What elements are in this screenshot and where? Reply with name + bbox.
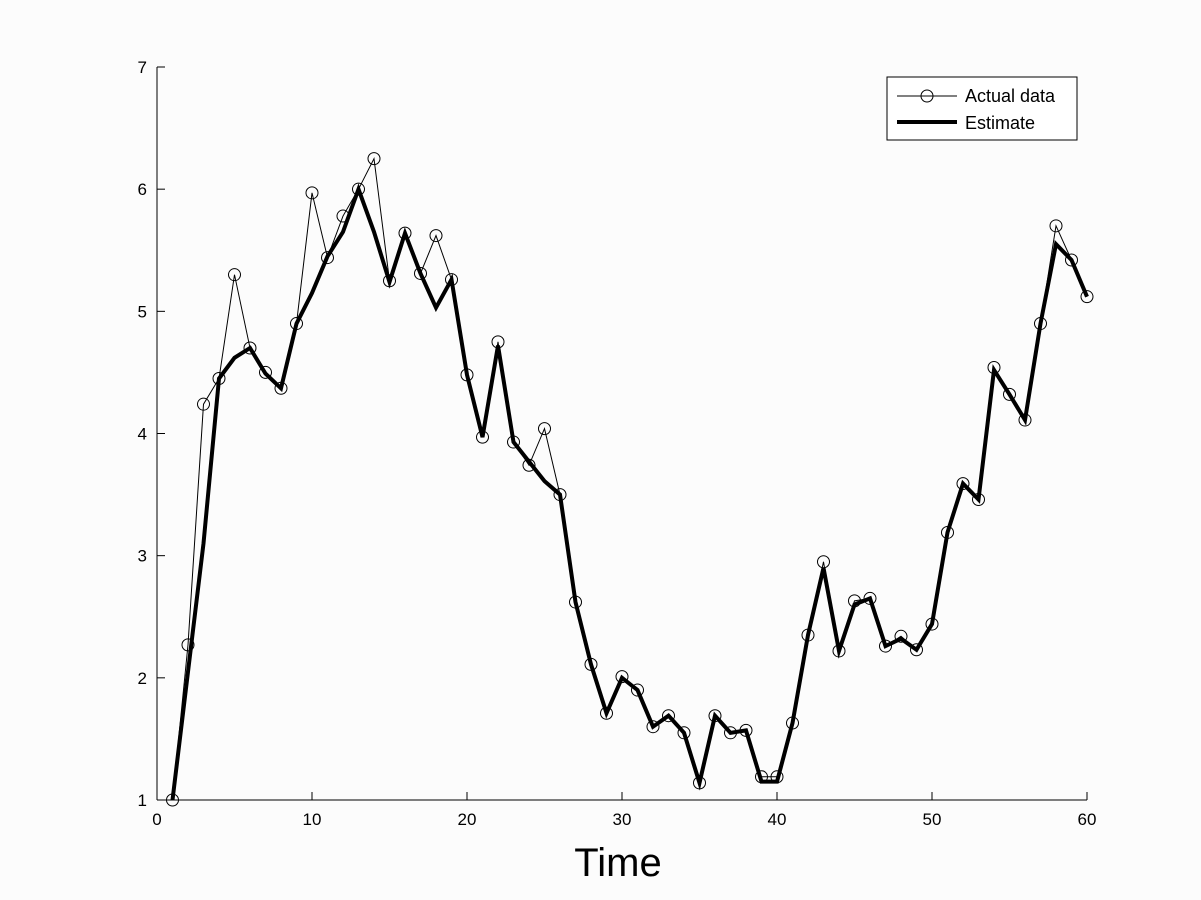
actual-data-point xyxy=(631,683,644,697)
x-ticks: 0 10 20 30 40 50 60 xyxy=(152,792,1096,829)
x-axis-label: Time xyxy=(574,841,661,885)
x-tick-label: 60 xyxy=(1078,810,1097,829)
y-tick-label: 1 xyxy=(138,791,147,810)
plot-area: 0 10 20 30 40 50 60 1 2 3 4 5 6 7 xyxy=(138,58,1097,829)
actual-data-point xyxy=(1065,253,1078,267)
y-tick-label: 7 xyxy=(138,58,147,77)
actual-data-point xyxy=(181,638,195,652)
actual-data-point xyxy=(646,720,660,734)
actual-data-point xyxy=(259,365,272,379)
y-tick-label: 2 xyxy=(138,669,147,688)
x-tick-label: 20 xyxy=(458,810,477,829)
actual-data-point xyxy=(414,266,427,280)
x-tick-label: 0 xyxy=(152,810,161,829)
x-tick-label: 10 xyxy=(303,810,322,829)
actual-data-point xyxy=(1080,290,1094,304)
actual-data-point xyxy=(429,229,443,243)
legend-label-estimate: Estimate xyxy=(965,113,1035,133)
x-tick-label: 30 xyxy=(613,810,632,829)
actual-data-point xyxy=(305,186,319,200)
x-tick-label: 50 xyxy=(923,810,942,829)
actual-data-point xyxy=(321,251,334,265)
legend-item-actual: Actual data xyxy=(897,86,1056,106)
legend-box xyxy=(886,76,1078,141)
y-tick-label: 4 xyxy=(138,425,147,444)
series-estimate-line xyxy=(170,183,1089,801)
y-tick-label: 6 xyxy=(138,180,147,199)
actual-data-point xyxy=(1049,219,1063,233)
legend: Actual data Estimate xyxy=(886,76,1078,141)
y-tick-label: 3 xyxy=(138,547,147,566)
actual-data-point xyxy=(197,397,210,411)
x-tick-label: 40 xyxy=(768,810,787,829)
y-tick-label: 5 xyxy=(138,302,147,321)
actual-data-point xyxy=(1003,387,1016,401)
y-ticks: 1 2 3 4 5 6 7 xyxy=(138,58,165,810)
actual-data-point xyxy=(367,152,381,166)
actual-data-point xyxy=(538,422,551,436)
actual-data-point xyxy=(243,341,257,355)
actual-data-point xyxy=(662,709,675,723)
legend-label-actual: Actual data xyxy=(965,86,1056,106)
actual-data-point xyxy=(910,643,923,657)
actual-data-point xyxy=(894,629,908,643)
actual-data-point xyxy=(228,268,241,282)
series-actual-line xyxy=(172,156,1088,801)
legend-swatch-actual-marker xyxy=(920,89,934,103)
series-layer xyxy=(166,152,1094,807)
actual-data-point xyxy=(352,182,365,196)
legend-item-estimate: Estimate xyxy=(897,113,1035,133)
